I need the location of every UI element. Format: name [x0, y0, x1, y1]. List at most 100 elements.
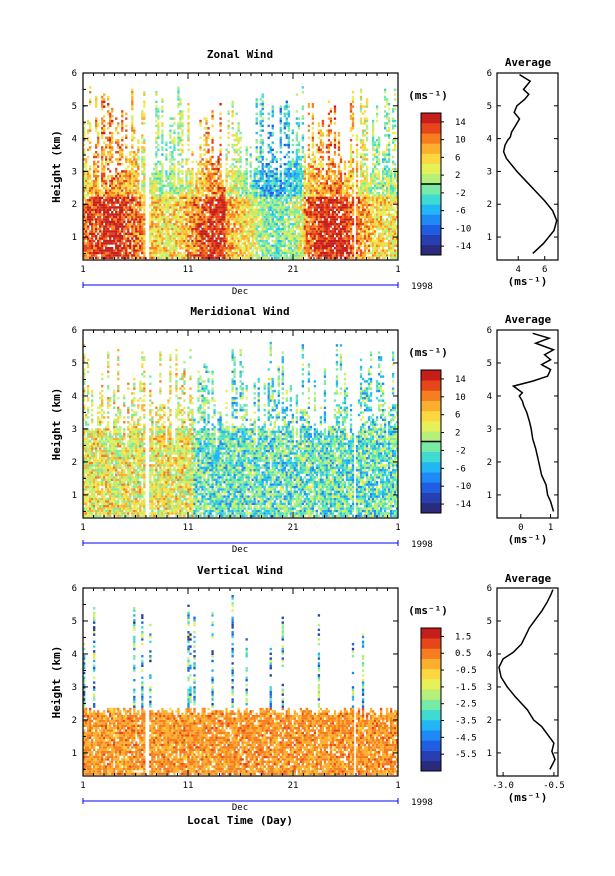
- heatmap-cell: [301, 86, 304, 89]
- heatmap-cell: [105, 244, 108, 248]
- heatmap-cell: [191, 225, 194, 228]
- heatmap-cell: [263, 203, 266, 207]
- heatmap-cell: [305, 213, 309, 216]
- heatmap-cell: [295, 206, 298, 209]
- heatmap-cell: [309, 242, 313, 245]
- heatmap-cell: [251, 225, 254, 228]
- heatmap-cell: [111, 139, 114, 142]
- heatmap-cell: [325, 189, 329, 192]
- heatmap-cell: [101, 256, 104, 260]
- heatmap-cell: [187, 182, 190, 185]
- heatmap-cell: [197, 167, 200, 171]
- heatmap-cell: [115, 223, 118, 226]
- heatmap-cell: [269, 251, 272, 255]
- heatmap-cell: [133, 127, 136, 130]
- heatmap-cell: [313, 225, 317, 228]
- heatmap-cell: [183, 194, 186, 197]
- heatmap-cell: [203, 139, 206, 142]
- heatmap-cell: [133, 249, 136, 252]
- heatmap-cell: [259, 220, 262, 224]
- heatmap-cell: [253, 201, 256, 204]
- heatmap-cell: [181, 117, 184, 120]
- heatmap-cell: [83, 247, 86, 250]
- heatmap-cell: [237, 194, 240, 197]
- heatmap-cell: [179, 237, 182, 240]
- heatmap-cell: [191, 184, 194, 188]
- heatmap-cell: [313, 208, 317, 212]
- heatmap-cell: [271, 213, 274, 216]
- heatmap-cell: [259, 134, 262, 137]
- heatmap-cell: [317, 151, 321, 154]
- heatmap-cell: [309, 206, 313, 209]
- heatmap-cell: [319, 211, 323, 214]
- heatmap-cell: [141, 203, 144, 207]
- heatmap-cell: [321, 223, 325, 226]
- heatmap-cell: [331, 256, 335, 260]
- heatmap-cell: [255, 155, 258, 159]
- heatmap-cell: [103, 167, 106, 171]
- heatmap-cell: [181, 182, 184, 185]
- heatmap-cell: [143, 232, 146, 236]
- heatmap-cell: [297, 247, 300, 250]
- heatmap-cell: [251, 242, 254, 245]
- heatmap-cell: [305, 230, 309, 233]
- heatmap-cell: [257, 201, 260, 204]
- heatmap-cell: [273, 158, 276, 161]
- heatmap-cell: [319, 191, 323, 195]
- heatmap-cell: [97, 232, 100, 236]
- heatmap-cell: [167, 184, 170, 188]
- heatmap-cell: [167, 220, 170, 224]
- heatmap-cell: [275, 151, 278, 154]
- heatmap-cell: [97, 203, 100, 207]
- heatmap-cell: [223, 227, 226, 231]
- heatmap-cell: [125, 199, 128, 202]
- heatmap-cell: [177, 139, 180, 142]
- heatmap-cell: [265, 206, 268, 209]
- heatmap-cell: [217, 249, 220, 252]
- heatmap-cell: [135, 239, 138, 243]
- heatmap-cell: [99, 208, 102, 212]
- heatmap-cell: [193, 187, 196, 190]
- heatmap-cell: [307, 191, 311, 195]
- heatmap-cell: [305, 187, 309, 190]
- heatmap-cell: [137, 203, 140, 207]
- heatmap-cell: [123, 196, 126, 200]
- heatmap-cell: [253, 242, 256, 245]
- heatmap-cell: [163, 225, 166, 228]
- heatmap-cell: [181, 115, 184, 118]
- heatmap-cell: [91, 191, 94, 195]
- heatmap-cell: [255, 225, 258, 228]
- heatmap-cell: [277, 208, 280, 212]
- heatmap-cell: [161, 122, 164, 125]
- heatmap-cell: [211, 227, 214, 231]
- heatmap-cell: [143, 235, 146, 238]
- heatmap-cell: [157, 215, 160, 219]
- heatmap-cell: [119, 151, 122, 154]
- heatmap-cell: [317, 218, 321, 221]
- heatmap-cell: [127, 227, 130, 231]
- heatmap-cell: [219, 189, 222, 192]
- heatmap-cell: [217, 225, 220, 228]
- heatmap-cell: [89, 232, 92, 236]
- heatmap-cell: [177, 148, 180, 152]
- heatmap-cell: [285, 213, 288, 216]
- heatmap-cell: [265, 247, 268, 250]
- heatmap-cell: [287, 184, 290, 188]
- heatmap-cell: [269, 151, 272, 154]
- heatmap-cell: [247, 196, 250, 200]
- heatmap-cell: [279, 223, 282, 226]
- heatmap-cell: [141, 237, 144, 240]
- heatmap-cell: [307, 211, 311, 214]
- heatmap-cell: [109, 153, 112, 156]
- heatmap-cell: [289, 232, 292, 236]
- heatmap-cell: [247, 237, 250, 240]
- heatmap-cell: [291, 184, 294, 188]
- heatmap-cell: [327, 170, 331, 173]
- heatmap-cell: [303, 172, 307, 176]
- heatmap-cell: [131, 175, 134, 178]
- heatmap-cell: [225, 225, 228, 228]
- heatmap-cell: [97, 194, 100, 197]
- heatmap-cell: [143, 220, 146, 224]
- heatmap-cell: [299, 215, 302, 219]
- heatmap-cell: [279, 199, 282, 202]
